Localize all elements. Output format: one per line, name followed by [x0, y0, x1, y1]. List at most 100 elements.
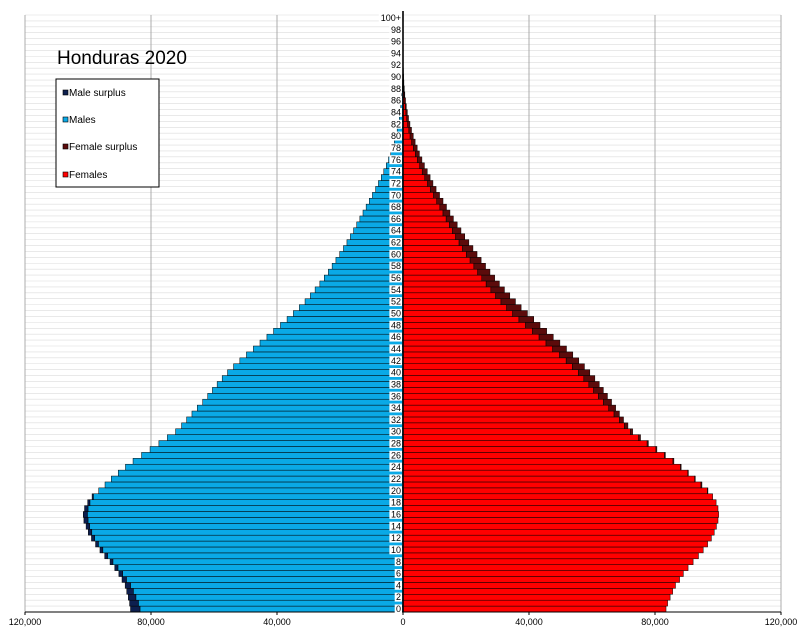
x-tick-label: 0 [400, 617, 405, 627]
male-bar [117, 469, 404, 477]
male-surplus-bar [91, 493, 94, 500]
age-tick-label: 30 [391, 427, 401, 437]
female-surplus-bar [578, 369, 591, 376]
female-bar [402, 440, 648, 447]
male-bar [141, 452, 404, 459]
female-bar [402, 345, 553, 353]
age-label-bg [389, 427, 402, 437]
female-surplus-bar [598, 393, 608, 400]
age-tick-label: 78 [391, 143, 401, 153]
male-bar [212, 387, 404, 394]
male-bar [132, 458, 404, 465]
male-bar [87, 505, 404, 512]
female-bar [402, 310, 513, 317]
age-label-bg [389, 356, 402, 366]
female-bar [402, 274, 482, 282]
male-surplus-bar [109, 558, 114, 565]
age-label-bg [389, 202, 402, 212]
female-bar [402, 534, 712, 542]
age-label-bg [389, 320, 402, 330]
female-surplus-bar [495, 292, 511, 299]
age-label-bg [389, 450, 402, 460]
age-label-bg [389, 261, 402, 271]
male-bar [93, 493, 404, 500]
age-tick-label: 6 [396, 569, 401, 579]
female-bar [402, 463, 681, 471]
male-bar [216, 381, 404, 388]
male-bar [98, 487, 404, 495]
female-bar [402, 174, 425, 181]
male-bar [125, 463, 404, 471]
female-surplus-bar [404, 103, 407, 110]
male-surplus-bar [95, 540, 99, 548]
female-bar [402, 180, 428, 187]
female-surplus-bar [445, 215, 454, 223]
male-bar [91, 528, 404, 536]
female-bar [402, 540, 708, 548]
female-surplus-bar [404, 97, 406, 104]
legend-swatch-female-surplus [62, 143, 69, 150]
legend-label-males: Males [69, 115, 96, 126]
female-surplus-bar [680, 463, 682, 471]
female-surplus-bar [552, 345, 567, 353]
age-tick-label: 54 [391, 285, 401, 295]
female-bar [402, 369, 579, 376]
female-surplus-bar [538, 333, 554, 341]
age-tick-label: 14 [391, 521, 401, 531]
female-bar [402, 215, 447, 223]
age-tick-label: 18 [391, 498, 401, 508]
female-surplus-bar [624, 422, 629, 430]
age-tick-label: 98 [391, 25, 401, 35]
age-tick-label: 0 [396, 604, 401, 614]
male-bar [94, 534, 404, 542]
age-tick-label: 50 [391, 309, 401, 319]
female-bar [402, 263, 475, 270]
male-bar [310, 292, 404, 299]
male-bar [286, 316, 404, 323]
female-bar [402, 251, 467, 258]
female-surplus-bar [409, 132, 414, 140]
female-bar [402, 446, 657, 453]
male-bar [111, 475, 404, 483]
male-surplus-bar [124, 582, 131, 589]
male-bar [280, 322, 404, 329]
legend-label-female-surplus: Female surplus [69, 142, 137, 153]
legend-label-females: Females [69, 170, 107, 181]
male-bar [167, 434, 404, 441]
age-tick-label: 42 [391, 356, 401, 366]
age-tick-label: 100+ [381, 13, 401, 23]
age-label-bg [389, 36, 402, 46]
female-surplus-bar [405, 109, 408, 116]
age-label-bg [389, 131, 402, 141]
legend-swatch-females [62, 171, 69, 178]
female-bar [402, 588, 673, 595]
female-surplus-bar [421, 168, 428, 175]
age-tick-label: 88 [391, 84, 401, 94]
female-bar [402, 162, 420, 169]
age-label-bg [389, 379, 402, 389]
chart-title: Honduras 2020 [57, 48, 187, 69]
male-surplus-bar [104, 552, 108, 560]
x-tick-label: 120,000 [765, 617, 798, 627]
female-surplus-bar [672, 458, 675, 465]
female-surplus-bar [532, 328, 547, 335]
male-bar [122, 570, 404, 577]
male-bar [273, 328, 404, 335]
female-surplus-bar [572, 363, 585, 370]
female-surplus-bar [436, 197, 444, 205]
age-tick-label: 64 [391, 226, 401, 236]
male-bar [89, 499, 404, 506]
female-surplus-bar [419, 162, 425, 169]
male-bar [175, 428, 404, 435]
female-bar [402, 203, 441, 211]
male-bar [139, 605, 404, 613]
female-bar [402, 357, 567, 364]
age-tick-label: 20 [391, 486, 401, 496]
female-surplus-bar [411, 138, 416, 146]
age-label-bg [378, 13, 402, 23]
age-label-bg [389, 285, 402, 295]
female-bar [402, 404, 609, 412]
male-bar [107, 552, 404, 560]
